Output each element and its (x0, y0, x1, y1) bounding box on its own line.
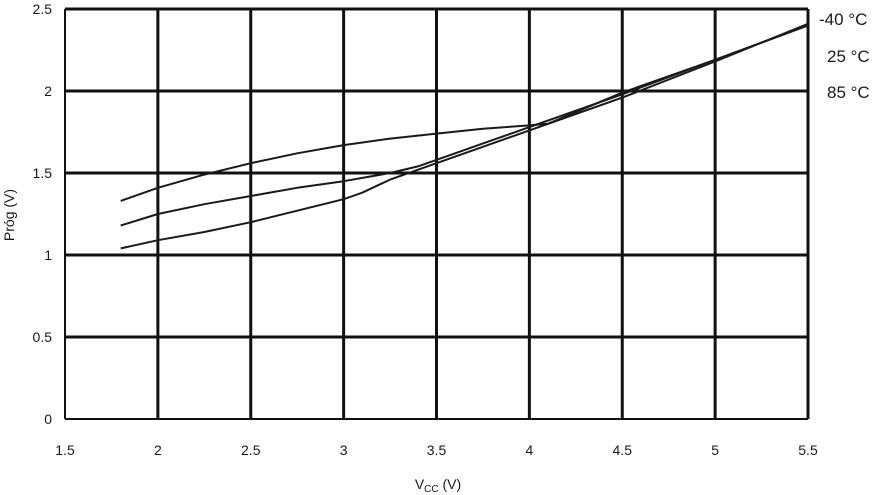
x-tick-label: 2.5 (241, 442, 261, 458)
y-axis-label: Próg (V) (1, 189, 17, 241)
x-tick-label: 3.5 (427, 442, 447, 458)
x-tick-label: 4 (525, 442, 533, 458)
legend-item: 25 °C (827, 47, 870, 66)
legend-item: 85 °C (827, 83, 870, 102)
x-axis-label-subscript: CC (424, 484, 438, 495)
series-line-2 (120, 24, 809, 227)
series-line-3 (120, 22, 809, 250)
y-tick-label: 1 (44, 247, 52, 263)
y-tick-label: 2 (44, 83, 52, 99)
y-tick-label: 0 (44, 411, 52, 427)
series-line-1 (120, 24, 809, 202)
x-axis-label-main: V (415, 476, 425, 492)
y-tick-label: 2.5 (33, 1, 53, 17)
legend-item: -40 °C (819, 10, 867, 29)
series-lines (120, 22, 809, 250)
x-axis-label: VCC (V) (415, 476, 461, 495)
grid (64, 7, 810, 420)
x-tick-label: 1.5 (55, 442, 75, 458)
y-tick-label: 0.5 (33, 329, 53, 345)
x-tick-label: 5 (711, 442, 719, 458)
x-tick-labels: 1.5 2 2.5 3 3.5 4 4.5 5 5.5 (55, 442, 818, 458)
x-tick-label: 4.5 (613, 442, 633, 458)
x-tick-label: 3 (340, 442, 348, 458)
x-axis-label-unit: (V) (439, 476, 462, 492)
legend: -40 °C 25 °C 85 °C (819, 10, 870, 102)
x-tick-label: 2 (154, 442, 162, 458)
y-tick-label: 1.5 (33, 165, 53, 181)
y-tick-labels: 0 0.5 1 1.5 2 2.5 (33, 1, 53, 427)
x-tick-label: 5.5 (798, 442, 818, 458)
